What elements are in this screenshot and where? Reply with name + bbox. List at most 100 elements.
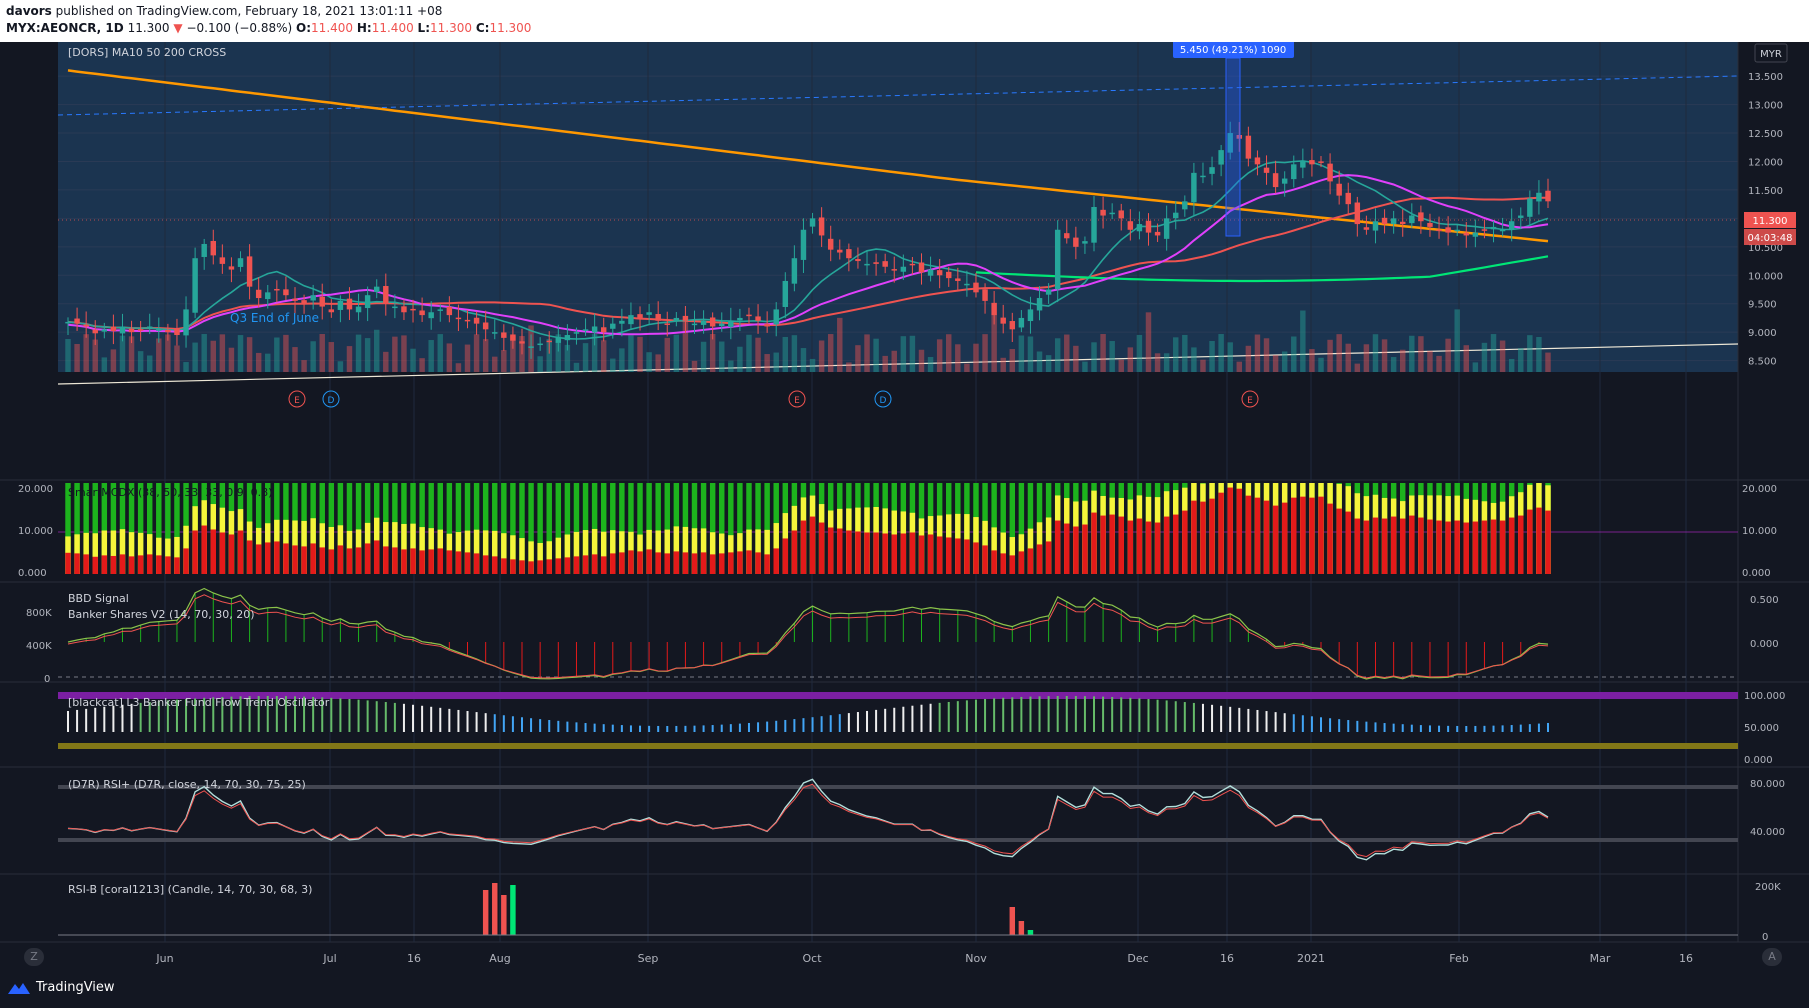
smc-yellow-bar [709,532,716,574]
currency-box[interactable] [1754,43,1788,63]
earnings-badge[interactable] [1241,390,1259,408]
earnings-badge[interactable] [788,390,806,408]
tradingview-brand[interactable]: TradingView [8,980,115,995]
osc-bar [1065,696,1068,732]
osc-bar [802,718,805,732]
smc-red-bar [737,551,743,574]
smc-red-bar [183,548,189,574]
earnings-badge[interactable] [288,390,306,408]
price-tick: 9.000 [1748,328,1777,339]
dashed-trendline[interactable] [57,75,1739,116]
smc-tick: 0.000 [1742,568,1771,579]
volume-bar [755,337,761,372]
osc-bar [1147,699,1150,732]
smc-red-bar [1309,497,1315,574]
smc-green-bar [619,483,625,574]
osc-bar [1474,725,1477,732]
smc-green-bar [128,483,135,574]
author[interactable]: davors [6,4,52,18]
smc-left-tick: 20.000 [18,484,53,495]
osc-bar [675,725,678,732]
auto-scale-button[interactable]: A [1762,948,1782,966]
volume-bar [555,334,562,372]
smartmcdx-title: SmartMCDX (38, 50, 33, 33, 0.9, 0.8) [68,486,272,499]
osc-bar [448,708,451,732]
candle [700,320,707,325]
smc-yellow-bar [582,530,589,574]
smc-red-bar [1436,520,1442,574]
chart-area[interactable]: 5.450 (49.21%) 1090 Q3 End of June [DORS… [0,42,1809,972]
rsi-tick: 80.000 [1750,779,1785,790]
smc-yellow-bar [501,533,507,574]
smc-red-bar [1182,510,1188,574]
osc-bar [720,724,723,732]
rsib-bar [1027,930,1034,935]
candle [1163,218,1170,239]
smc-red-bar [1345,511,1351,574]
smc-green-bar [501,483,507,574]
osc-bar [584,723,587,732]
osc-bar [94,707,97,732]
osc-bar [875,709,878,732]
smc-red-bar [1499,520,1506,574]
smc-red-bar [1245,495,1252,574]
smc-red-bar [1136,518,1143,574]
smc-green-bar [65,483,71,574]
rsib-bar [1018,921,1025,935]
zoom-reset-button[interactable]: Z [24,948,44,966]
candle [864,263,870,266]
smc-green-bar [482,483,489,574]
annotation-text[interactable]: Q3 End of June [230,311,319,325]
osc-bar [76,709,79,732]
osc-bar [965,700,968,732]
smc-red-bar [1027,548,1034,574]
candle [1173,212,1179,219]
open-value: 11.400 [311,21,354,35]
volume-bar [219,334,226,372]
symbol-label[interactable]: MYX:AEONCR, 1D [6,21,124,35]
volume-bar [1218,334,1224,372]
smc-red-bar [501,558,507,574]
volume-bar [1118,359,1124,372]
candle [1182,201,1188,210]
smc-red-bar [1418,517,1424,574]
candle [1236,134,1243,139]
volume-bar [628,335,634,372]
volume-bar [891,350,897,372]
smc-green-bar [628,483,634,574]
osc-bar [430,706,433,732]
volume-bar [1409,335,1415,372]
candle [964,283,970,286]
candle [455,317,462,320]
support-trendline[interactable] [57,343,1739,385]
smc-red-bar [174,557,180,574]
volume-bar [65,339,71,372]
volume-bar [1091,342,1097,372]
dividend-badge[interactable] [322,390,340,408]
osc-upper-band [58,692,1738,699]
volume-bar [1291,336,1297,372]
volume-bar [800,348,807,372]
volume-bar [301,360,307,372]
volume-bar [1045,355,1052,372]
osc-bar [1456,725,1459,732]
time-axis[interactable]: Jun Jul 16 Aug Sep Oct Nov Dec 16 2021 Feb Mar 16 [155,952,1693,965]
volume-bar [1163,353,1170,372]
smc-yellow-bar [682,526,689,574]
smc-red-bar [1163,516,1170,574]
smc-red-bar [573,556,580,574]
osc-bar [1192,702,1195,732]
osc-bar [1229,706,1232,732]
rsi-overbought-band [58,785,1738,789]
smc-red-bar [237,530,244,574]
measure-range[interactable] [1225,57,1241,237]
volume-bar [74,343,80,372]
smc-yellow-bar [519,538,525,574]
osc-bar [357,699,360,732]
osc-bar [148,702,151,732]
high-value: 11.400 [371,21,414,35]
dividend-badge[interactable] [874,390,892,408]
candle [1082,241,1088,244]
osc-bar [648,725,651,732]
candle [328,309,335,313]
